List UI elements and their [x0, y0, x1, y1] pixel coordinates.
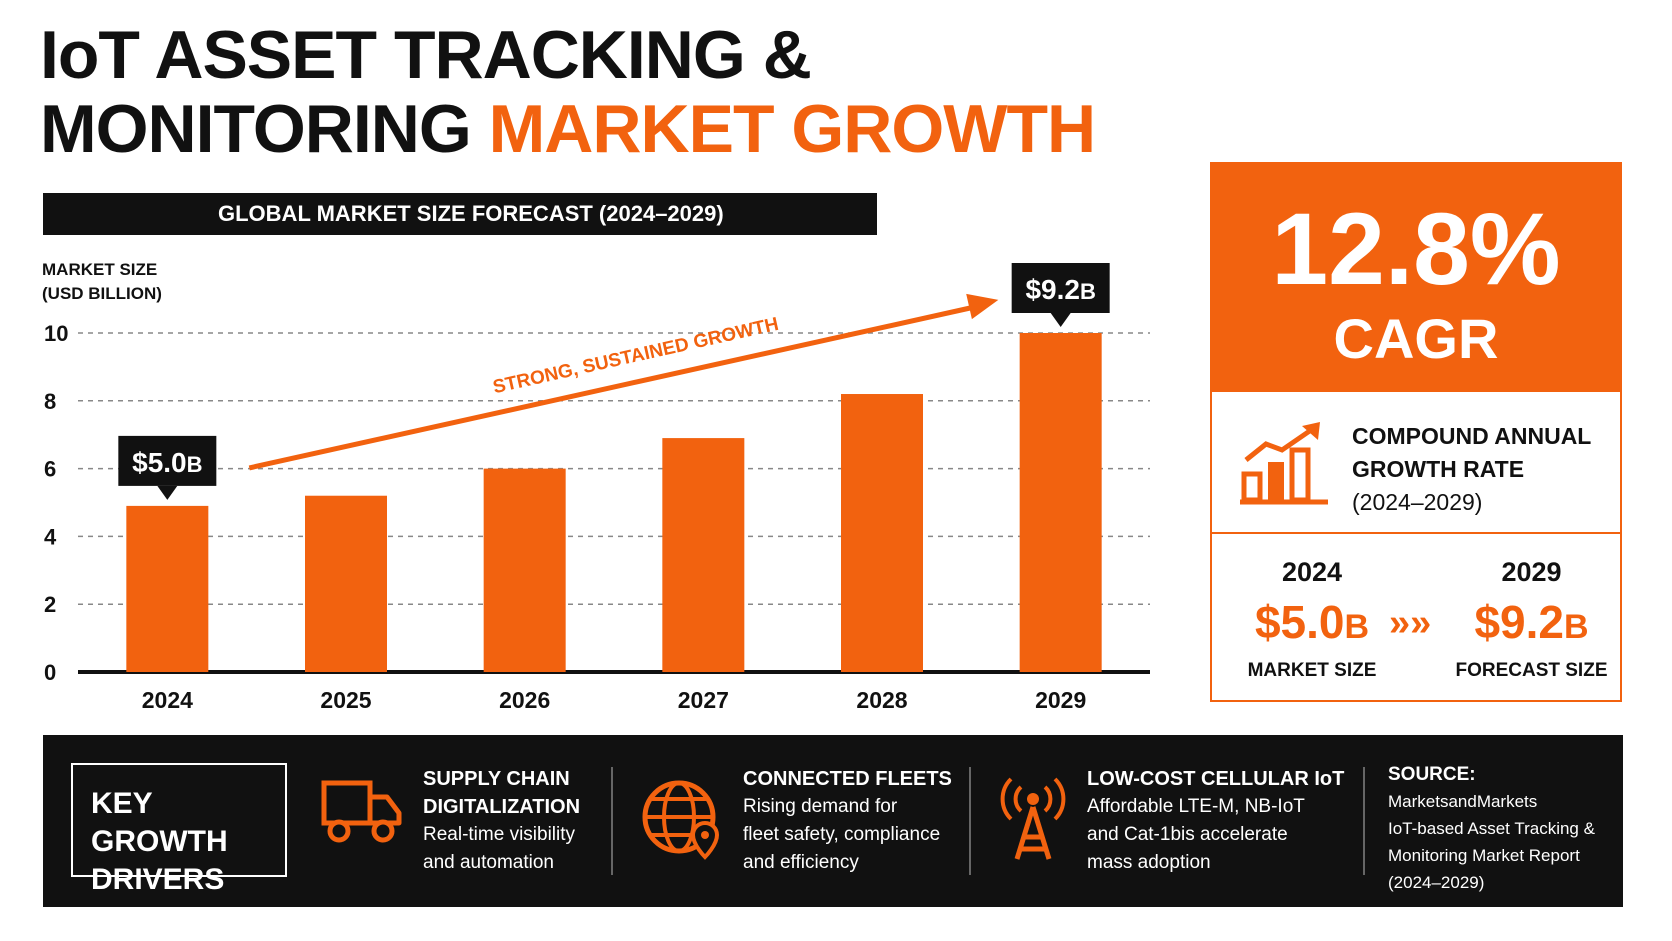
cagr-comparison: 2024 $5.0B MARKET SIZE »» 2029 $9.2B FOR… — [1212, 534, 1620, 700]
globe-pin-icon — [639, 777, 729, 866]
x-tick-label: 2029 — [1035, 687, 1086, 713]
cagr-label: CAGR — [1333, 307, 1499, 370]
divider — [611, 767, 613, 875]
growth-annotation: STRONG, SUSTAINED GROWTH — [491, 314, 781, 398]
start-year: 2024 — [1281, 557, 1343, 587]
source-line-4: (2024–2029) — [1388, 873, 1485, 892]
driver-low-cost-cellular: LOW-COST CELLULAR IoT Affordable LTE-M, … — [1087, 765, 1344, 877]
driver-3-desc-line-3: mass adoption — [1087, 852, 1211, 873]
x-tick-label: 2026 — [499, 687, 550, 713]
drivers-heading-line-1: KEY GROWTH — [91, 787, 228, 858]
bar-2028 — [841, 394, 923, 672]
callout-pointer — [1050, 313, 1071, 327]
x-tick-label: 2028 — [856, 687, 907, 713]
callout-pointer — [157, 485, 178, 500]
start-amount: $5.0B — [1237, 594, 1387, 655]
cagr-description: COMPOUND ANNUAL GROWTH RATE (2024–2029) — [1212, 392, 1620, 534]
growth-arrow-head — [966, 293, 999, 320]
x-tick-label: 2027 — [678, 687, 729, 713]
x-tick-label: 2024 — [142, 687, 193, 713]
driver-1-title-line-1: SUPPLY CHAIN — [423, 768, 570, 790]
driver-supply-chain: SUPPLY CHAIN DIGITALIZATION Real-time vi… — [423, 765, 580, 877]
truck-icon — [321, 777, 403, 852]
callout-unit: B — [1080, 279, 1096, 304]
key-growth-drivers: KEY GROWTH DRIVERS SUPPLY CHAIN DIGITALI… — [43, 735, 1623, 907]
chart-subtitle: GLOBAL MARKET SIZE FORECAST (2024–2029) — [43, 193, 877, 235]
cagr-desc-line-3: (2024–2029) — [1352, 489, 1483, 515]
source-line-1: MarketsandMarkets — [1388, 792, 1538, 811]
driver-2-title: CONNECTED FLEETS — [743, 768, 952, 790]
source-heading: SOURCE: — [1388, 764, 1476, 785]
title-line-2: MONITORING — [40, 91, 489, 167]
y-axis-title-line-2: (USD BILLION) — [42, 284, 162, 303]
callout-value: $9.2 — [1025, 274, 1080, 305]
cagr-desc-line-1: COMPOUND ANNUAL — [1352, 423, 1592, 449]
end-amount-value: $9.2 — [1474, 596, 1564, 648]
end-year: 2029 — [1501, 557, 1562, 587]
growth-chart-icon — [1240, 422, 1330, 511]
driver-connected-fleets: CONNECTED FLEETS Rising demand for fleet… — [743, 765, 952, 877]
drivers-heading: KEY GROWTH DRIVERS — [71, 763, 287, 896]
callout-unit: B — [187, 452, 203, 477]
divider — [1363, 767, 1365, 875]
y-tick-label: 6 — [44, 457, 56, 482]
source-line-3: Monitoring Market Report — [1388, 846, 1580, 865]
bar-2025 — [305, 495, 387, 672]
callout-label-2024: $5.0B — [132, 447, 202, 478]
cagr-description-text: COMPOUND ANNUAL GROWTH RATE (2024–2029) — [1352, 420, 1591, 519]
source-line-2: IoT-based Asset Tracking & — [1388, 819, 1595, 838]
source-note: SOURCE: MarketsandMarkets IoT-based Asse… — [1388, 761, 1595, 896]
end-amount-unit: B — [1563, 608, 1589, 646]
callout-box-2024 — [118, 435, 217, 486]
y-tick-label: 2 — [44, 592, 56, 617]
cagr-highlight: 12.8% CAGR — [1212, 164, 1620, 392]
callout-value: $5.0 — [132, 447, 187, 478]
start-amount-unit: B — [1344, 608, 1370, 646]
driver-1-desc-line-1: Real-time visibility — [423, 824, 576, 845]
cagr-desc-line-2: GROWTH RATE — [1352, 456, 1525, 482]
driver-3-title: LOW-COST CELLULAR IoT — [1087, 768, 1345, 790]
end-amount: $9.2B — [1454, 594, 1609, 655]
cagr-value: 12.8% — [1271, 192, 1561, 306]
driver-1-title-line-2: DIGITALIZATION — [423, 796, 581, 818]
driver-2-desc-line-1: Rising demand for — [743, 796, 898, 817]
divider — [969, 767, 971, 875]
title-line-2-accent: MARKET GROWTH — [488, 91, 1096, 167]
driver-1-desc-line-2: and automation — [423, 852, 554, 873]
end-value-block: 2029 $9.2B FORECAST SIZE — [1454, 556, 1609, 683]
start-amount-value: $5.0 — [1254, 596, 1345, 648]
cagr-panel: 12.8% CAGR COMPOUND ANNUAL GROWTH RATE (… — [1210, 162, 1622, 702]
growth-arrow-line — [248, 304, 976, 471]
y-axis-title: MARKET SIZE (USD BILLION) — [42, 258, 162, 306]
page-title: IoT ASSET TRACKING & MONITORING MARKET G… — [40, 17, 1096, 167]
callout-label-2029: $9.2B — [1025, 274, 1095, 305]
bar-2024 — [126, 505, 209, 672]
start-value-block: 2024 $5.0B MARKET SIZE — [1237, 556, 1387, 683]
y-tick-label: 10 — [44, 321, 68, 346]
double-chevron-icon: »» — [1389, 602, 1432, 644]
x-tick-label: 2025 — [320, 687, 371, 713]
y-tick-label: 8 — [44, 389, 56, 414]
y-tick-label: 4 — [44, 524, 57, 549]
end-caption: FORECAST SIZE — [1455, 660, 1608, 681]
start-caption: MARKET SIZE — [1247, 660, 1377, 681]
driver-2-desc-line-3: and efficiency — [743, 852, 859, 873]
callout-box-2029 — [1011, 263, 1110, 313]
bar-2027 — [662, 438, 745, 672]
bar-2026 — [483, 468, 566, 672]
y-axis-title-line-1: MARKET SIZE — [42, 260, 158, 279]
driver-3-desc-line-1: Affordable LTE-M, NB-IoT — [1087, 796, 1305, 817]
title-line-1: IoT ASSET TRACKING & — [40, 17, 812, 93]
bar-2029 — [1019, 333, 1102, 672]
drivers-heading-line-2: DRIVERS — [91, 863, 225, 896]
driver-2-desc-line-2: fleet safety, compliance — [743, 824, 941, 845]
cell-tower-icon — [993, 777, 1073, 866]
driver-3-desc-line-2: and Cat-1bis accelerate — [1087, 824, 1288, 845]
y-tick-label: 0 — [44, 660, 56, 685]
